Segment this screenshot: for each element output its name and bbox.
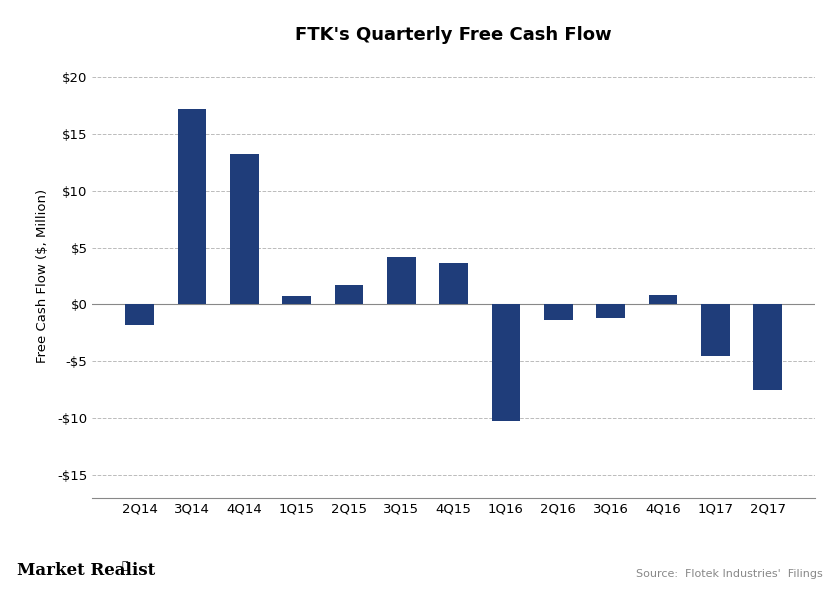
Bar [596, 304, 625, 318]
Bar [125, 304, 154, 325]
Bar [334, 285, 364, 304]
Bar [439, 263, 468, 304]
Bar [701, 304, 730, 356]
Text: Ⓠ: Ⓠ [122, 561, 129, 571]
Bar [543, 304, 573, 320]
Text: Market Realist: Market Realist [17, 562, 155, 579]
Bar [753, 304, 782, 390]
Bar [387, 257, 416, 304]
Bar [491, 304, 520, 421]
Bar [177, 109, 207, 304]
Y-axis label: Free Cash Flow ($, Million): Free Cash Flow ($, Million) [36, 189, 49, 363]
Bar [282, 296, 311, 304]
Bar [648, 295, 677, 304]
Title: FTK's Quarterly Free Cash Flow: FTK's Quarterly Free Cash Flow [296, 26, 612, 44]
Text: Source:  Flotek Industries'  Filings: Source: Flotek Industries' Filings [637, 569, 823, 579]
Bar [230, 154, 259, 304]
